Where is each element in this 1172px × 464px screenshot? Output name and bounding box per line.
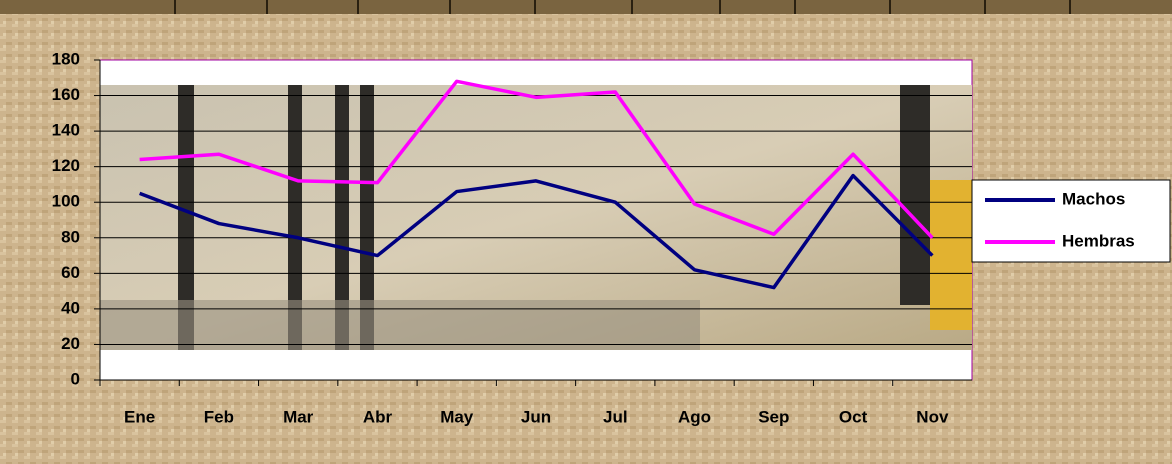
chart: Machos Hembras 0 20 40 60 80 100 120 140 160 180 En… <box>0 0 1172 464</box>
x-tick-label: Oct <box>839 407 868 426</box>
y-tick-label: 180 <box>52 49 80 68</box>
legend: Machos Hembras <box>972 180 1170 262</box>
x-tick-label: Ago <box>678 407 711 426</box>
x-tick-label: Nov <box>916 407 949 426</box>
x-tick-label: May <box>440 407 474 426</box>
x-tick-label: Feb <box>204 407 234 426</box>
y-tick-label: 20 <box>61 334 80 353</box>
x-tick-label: Jul <box>603 407 628 426</box>
y-tick-label: 40 <box>61 298 80 317</box>
y-tick-label: 60 <box>61 263 80 282</box>
photo-floor <box>100 300 700 350</box>
legend-label: Machos <box>1062 189 1125 208</box>
x-tick-label: Jun <box>521 407 551 426</box>
y-tick-label: 160 <box>52 85 80 104</box>
y-tick-label: 0 <box>71 369 80 388</box>
x-tick-label: Mar <box>283 407 314 426</box>
x-tick-label: Sep <box>758 407 789 426</box>
y-tick-label: 120 <box>52 156 80 175</box>
x-tick-label: Ene <box>124 407 155 426</box>
y-tick-label: 100 <box>52 192 80 211</box>
y-tick-label: 140 <box>52 121 80 140</box>
y-tick-label: 80 <box>61 227 80 246</box>
x-tick-label: Abr <box>363 407 393 426</box>
legend-label: Hembras <box>1062 231 1135 250</box>
